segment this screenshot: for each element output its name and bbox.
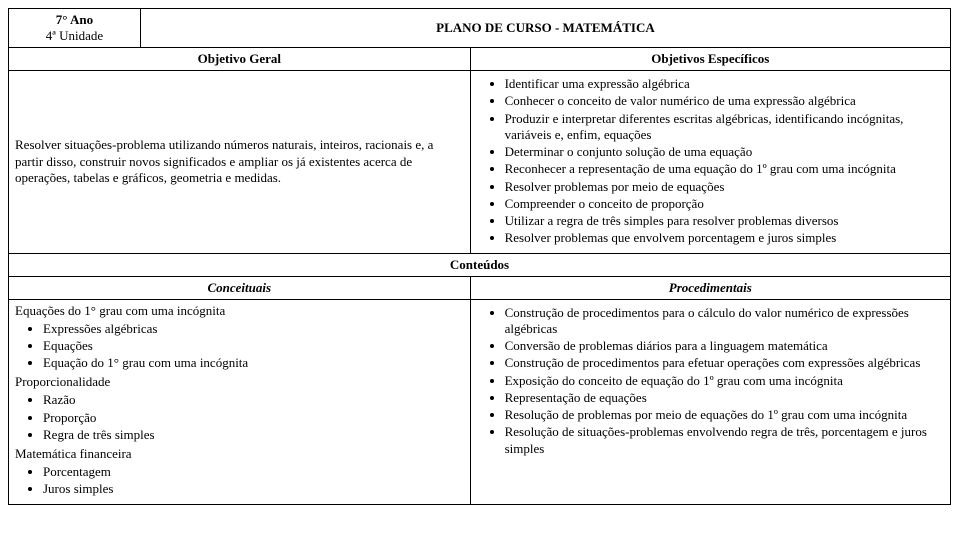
general-objective-text: Resolver situações-problema utilizando n… [15,137,464,186]
grade-cell: 7° Ano 4ª Unidade [9,9,141,48]
list-item: Equações [43,338,464,355]
course-title: PLANO DE CURSO - MATEMÁTICA [436,20,655,35]
list-item: Determinar o conjunto solução de uma equ… [505,144,944,161]
list-item: Regra de três simples [43,427,464,444]
conceptual-cell: Equações do 1° grau com uma incógnita Ex… [9,299,471,504]
list-item: Equação do 1° grau com uma incógnita [43,355,464,372]
list-item: Resolução de situações-problemas envolve… [505,424,944,458]
objectives-row: Resolver situações-problema utilizando n… [9,71,951,254]
list-item: Exposição do conceito de equação do 1º g… [505,373,944,390]
objective-specific-heading-cell: Objetivos Específicos [470,48,950,71]
curriculum-table: 7° Ano 4ª Unidade PLANO DE CURSO - MATEM… [8,8,951,505]
list-item: Utilizar a regra de três simples para re… [505,213,944,230]
list-item: Expressões algébricas [43,321,464,338]
contents-heading-cell: Conteúdos [9,253,951,276]
list-item: Compreender o conceito de proporção [505,196,944,213]
list-item: Reconhecer a representação de uma equaçã… [505,161,944,178]
group-list: Expressões algébricas Equações Equação d… [43,321,464,373]
objective-general-heading-cell: Objetivo Geral [9,48,471,71]
objective-general-heading: Objetivo Geral [198,51,281,66]
procedural-list: Construção de procedimentos para o cálcu… [505,305,944,458]
contents-body-row: Equações do 1° grau com uma incógnita Ex… [9,299,951,504]
list-item: Representação de equações [505,390,944,407]
group-label: Proporcionalidade [15,374,464,390]
list-item: Resolução de problemas por meio de equaç… [505,407,944,424]
list-item: Construção de procedimentos para efetuar… [505,355,944,372]
list-item: Construção de procedimentos para o cálcu… [505,305,944,339]
contents-heading-row: Conteúdos [9,253,951,276]
list-item: Identificar uma expressão algébrica [505,76,944,93]
objective-specific-heading: Objetivos Específicos [651,51,769,66]
procedural-heading-cell: Procedimentais [470,276,950,299]
list-item: Conversão de problemas diários para a li… [505,338,944,355]
group-list: Razão Proporção Regra de três simples [43,392,464,444]
header-row: 7° Ano 4ª Unidade PLANO DE CURSO - MATEM… [9,9,951,48]
list-item: Juros simples [43,481,464,498]
list-item: Porcentagem [43,464,464,481]
contents-heading: Conteúdos [450,257,509,272]
unit-text: 4ª Unidade [15,28,134,44]
grade-text: 7° Ano [15,12,134,28]
list-item: Proporção [43,410,464,427]
list-item: Razão [43,392,464,409]
headings-row: Objetivo Geral Objetivos Específicos [9,48,951,71]
subheadings-row: Conceituais Procedimentais [9,276,951,299]
list-item: Resolver problemas por meio de equações [505,179,944,196]
group-label: Matemática financeira [15,446,464,462]
procedural-cell: Construção de procedimentos para o cálcu… [470,299,950,504]
list-item: Resolver problemas que envolvem porcenta… [505,230,944,247]
list-item: Conhecer o conceito de valor numérico de… [505,93,944,110]
specific-objectives-cell: Identificar uma expressão algébrica Conh… [470,71,950,254]
title-cell: PLANO DE CURSO - MATEMÁTICA [140,9,950,48]
conceptual-heading: Conceituais [207,280,271,295]
group-list: Porcentagem Juros simples [43,464,464,499]
specific-objectives-list: Identificar uma expressão algébrica Conh… [505,76,944,248]
list-item: Produzir e interpretar diferentes escrit… [505,111,944,145]
group-label: Equações do 1° grau com uma incógnita [15,303,464,319]
conceptual-heading-cell: Conceituais [9,276,471,299]
procedural-heading: Procedimentais [669,280,752,295]
general-objective-cell: Resolver situações-problema utilizando n… [9,71,471,254]
